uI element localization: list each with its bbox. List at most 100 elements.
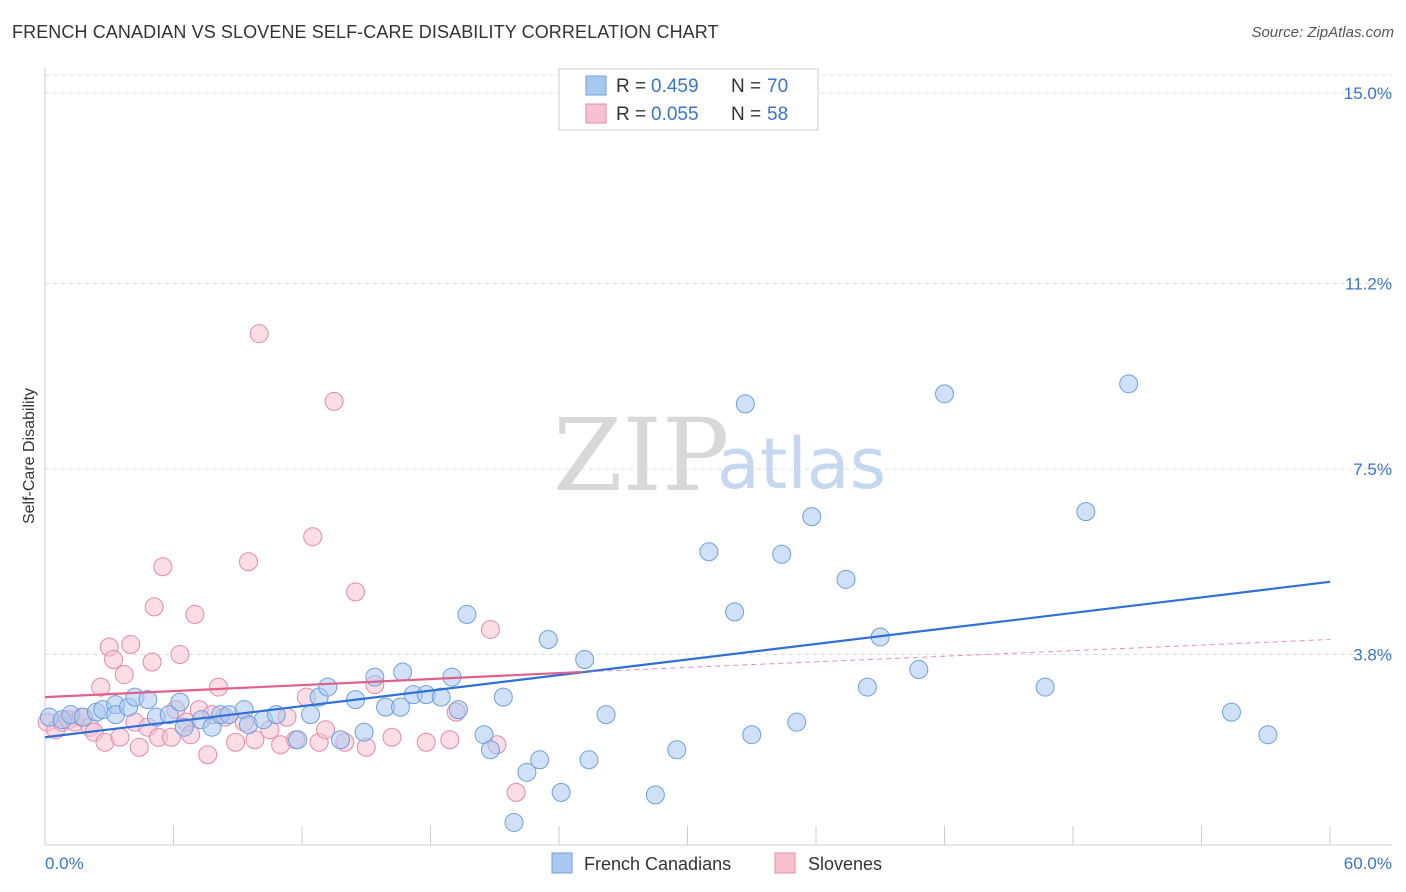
french-canadians-point-54 — [725, 602, 745, 622]
french-canadians-point-48 — [575, 650, 595, 670]
slovenes-point-18 — [142, 652, 162, 672]
legend-r-label-blue: R = — [616, 76, 646, 97]
y-tick-label-2: 11.2% — [1345, 275, 1392, 294]
french-canadians-trend-line — [44, 580, 1331, 739]
french-canadians-point-42 — [493, 687, 513, 707]
slovenes-trend-line — [44, 670, 581, 699]
french-canadians-point-38 — [448, 700, 468, 720]
french-canadians-point-32 — [391, 697, 411, 717]
french-canadians-point-14 — [174, 717, 194, 737]
slovenes-point-33 — [226, 732, 246, 752]
french-canadians-point-27 — [331, 730, 351, 750]
slovenes-point-27 — [185, 604, 205, 624]
top-legend: R = 0.459 N = 70 R = 0.055 N = 58 — [558, 68, 819, 131]
french-canadians-point-69 — [1258, 725, 1278, 745]
slovenes-point-47 — [346, 582, 366, 602]
slovenes-point-21 — [153, 557, 173, 577]
slovenes-point-31 — [208, 677, 228, 697]
slovenes-point-29 — [198, 745, 218, 765]
legend-swatch-blue — [585, 75, 607, 96]
legend-n-label-pink: N = — [731, 104, 761, 125]
french-canadians-point-66 — [1076, 502, 1096, 522]
french-canadians-point-60 — [836, 569, 856, 589]
bottom-legend: French Canadians Slovenes — [551, 852, 882, 874]
legend-r-value-blue: 0.459 — [651, 76, 699, 97]
french-canadians-point-46 — [538, 629, 558, 649]
slovenes-point-51 — [416, 732, 436, 752]
slovenes-point-19 — [144, 597, 164, 617]
french-canadians-point-45 — [530, 750, 550, 770]
slovenes-point-13 — [114, 665, 134, 685]
slovenes-point-24 — [170, 645, 190, 665]
french-canadians-point-33 — [393, 662, 413, 682]
slovenes-point-42 — [303, 527, 323, 547]
french-canadians-point-30 — [365, 667, 385, 687]
chart-title: FRENCH CANADIAN VS SLOVENE SELF-CARE DIS… — [12, 22, 719, 42]
french-canadians-point-52 — [667, 740, 687, 760]
bottom-legend-swatch-blue — [551, 852, 573, 874]
slovenes-point-14 — [121, 634, 141, 654]
slovenes-trend-line-extension — [580, 638, 1331, 673]
y-tick-label-0: 3.8% — [1353, 646, 1392, 665]
french-canadians-point-36 — [431, 687, 451, 707]
legend-n-value-blue: 70 — [767, 76, 788, 97]
french-canadians-point-57 — [772, 544, 792, 564]
source-label: Source: ZipAtlas.com — [1251, 24, 1394, 41]
legend-swatch-pink — [585, 103, 607, 124]
slovenes-point-35 — [238, 552, 258, 572]
y-axis-label: Self-Care Disability — [21, 388, 38, 524]
french-canadians-point-26 — [318, 677, 338, 697]
french-canadians-point-29 — [354, 722, 374, 742]
slovenes-point-44 — [316, 720, 336, 740]
french-canadians-point-55 — [735, 394, 755, 414]
french-canadians-point-67 — [1119, 374, 1139, 394]
bottom-legend-label-pink: Slovenes — [808, 854, 882, 874]
french-canadians-point-39 — [457, 604, 477, 624]
watermark-atlas: atlas — [717, 423, 886, 505]
slovenes-point-45 — [324, 391, 344, 411]
legend-r-value-pink: 0.055 — [651, 104, 699, 125]
french-canadians-point-68 — [1221, 702, 1241, 722]
slovenes-point-16 — [129, 737, 149, 757]
french-canadians-point-65 — [1035, 677, 1055, 697]
bottom-legend-swatch-pink — [774, 852, 796, 874]
french-canadians-point-13 — [170, 692, 190, 712]
slovenes-point-8 — [91, 677, 111, 697]
legend-n-value-pink: 58 — [767, 104, 788, 125]
french-canadians-point-53 — [699, 542, 719, 562]
french-canadians-point-41 — [480, 740, 500, 760]
slovenes-point-54 — [480, 619, 500, 639]
french-canadians-point-24 — [301, 705, 321, 725]
french-canadians-point-50 — [596, 705, 616, 725]
legend-r-label-pink: R = — [616, 104, 646, 125]
y-tick-label-1: 7.5% — [1353, 460, 1392, 479]
french-canadians-point-49 — [579, 750, 599, 770]
bottom-legend-label-blue: French Canadians — [584, 854, 731, 874]
slovenes-point-22 — [161, 727, 181, 747]
french-canadians-point-23 — [288, 730, 308, 750]
french-canadians-point-58 — [787, 712, 807, 732]
french-canadians-point-10 — [138, 690, 158, 710]
y-tick-label-3: 15.0% — [1344, 84, 1392, 103]
french-canadians-point-59 — [802, 507, 822, 527]
french-canadians-point-56 — [742, 725, 762, 745]
slovenes-point-50 — [382, 727, 402, 747]
french-canadians-points — [39, 374, 1278, 832]
watermark-zip: ZIP — [553, 397, 729, 514]
french-canadians-point-44 — [517, 762, 537, 782]
french-canadians-point-61 — [857, 677, 877, 697]
slovenes-point-12 — [110, 727, 130, 747]
x-axis-ticks — [44, 826, 1331, 845]
slovenes-point-55 — [249, 324, 269, 344]
legend-n-label-blue: N = — [731, 76, 761, 97]
y-tick-labels: 3.8% 7.5% 11.2% 15.0% — [1344, 84, 1392, 664]
french-canadians-point-63 — [909, 660, 929, 680]
slovenes-point-11 — [104, 650, 124, 670]
x-tick-label-min: 0.0% — [45, 854, 84, 873]
french-canadians-point-43 — [504, 812, 524, 832]
french-canadians-point-12 — [159, 705, 179, 725]
x-tick-label-max: 60.0% — [1344, 854, 1392, 873]
french-canadians-point-64 — [935, 384, 954, 404]
trend-lines — [44, 580, 1331, 739]
